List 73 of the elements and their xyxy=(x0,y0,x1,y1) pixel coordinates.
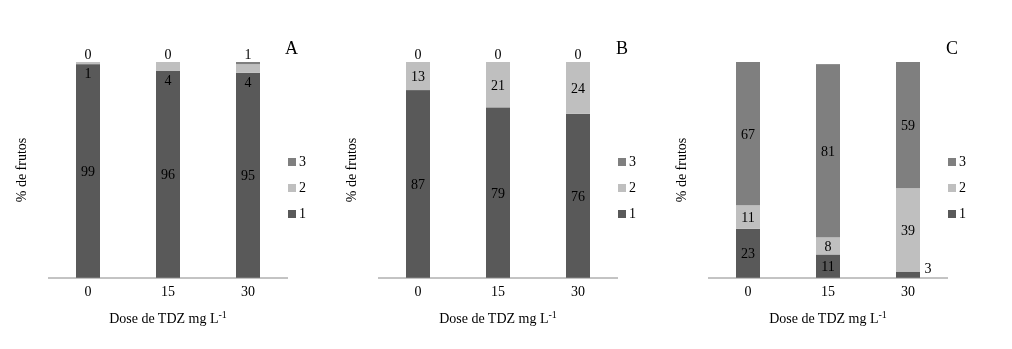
x-tick-label: 15 xyxy=(491,283,505,299)
bar xyxy=(76,64,100,278)
bar xyxy=(566,113,590,278)
y-axis-title: % de frutos xyxy=(674,137,689,203)
data-label: 81 xyxy=(821,143,835,159)
data-label: 76 xyxy=(571,188,585,204)
bar xyxy=(736,205,760,229)
legend-label: 1 xyxy=(629,206,636,222)
legend-label: 3 xyxy=(299,154,306,170)
data-label: 96 xyxy=(161,167,175,183)
bar xyxy=(486,107,510,278)
bar xyxy=(236,64,260,73)
x-tick-label: 0 xyxy=(414,283,422,299)
bar xyxy=(236,72,260,278)
x-axis-title: Dose de TDZ mg L$^{-1}$ xyxy=(109,308,227,326)
bar xyxy=(406,90,430,278)
x-axis-title: Dose de TDZ mg L$^{-1}$ xyxy=(439,308,557,326)
bar xyxy=(406,62,430,91)
x-tick-label: 15 xyxy=(161,283,175,299)
legend-label: 3 xyxy=(629,154,636,170)
legend-label: 3 xyxy=(959,154,966,170)
data-label: 0 xyxy=(574,47,582,62)
x-tick-label: 30 xyxy=(241,283,255,299)
bar xyxy=(156,62,180,71)
data-label: 39 xyxy=(901,222,915,238)
data-label: 67 xyxy=(741,126,755,142)
y-axis-title: % de frutos xyxy=(344,137,359,203)
legend-label: 1 xyxy=(959,206,966,222)
data-label: 4 xyxy=(164,72,172,88)
x-axis-title: Dose de TDZ mg L$^{-1}$ xyxy=(769,308,887,326)
data-label: 87 xyxy=(411,177,425,193)
bar xyxy=(236,62,260,65)
bar xyxy=(76,62,100,65)
data-label: 23 xyxy=(741,246,755,262)
chart-title: B xyxy=(615,38,628,59)
data-label: 79 xyxy=(491,185,505,201)
data-label: 59 xyxy=(901,118,915,134)
bar xyxy=(486,62,510,108)
bar xyxy=(156,70,180,278)
bar xyxy=(816,64,840,238)
data-label: 0 xyxy=(494,47,502,62)
chart-title: C xyxy=(945,38,958,59)
data-label: 8 xyxy=(824,238,832,254)
x-tick-label: 0 xyxy=(744,283,752,299)
data-label: 13 xyxy=(411,69,425,85)
data-label: 4 xyxy=(244,74,252,90)
data-label: 0 xyxy=(164,47,172,62)
x-tick-label: 0 xyxy=(84,283,92,299)
bar xyxy=(736,228,760,278)
data-label: 24 xyxy=(571,80,585,96)
data-label: 1 xyxy=(244,47,252,62)
bar xyxy=(896,188,920,272)
y-axis-title: % de frutos xyxy=(14,137,29,203)
bar xyxy=(566,62,590,114)
legend-label: 1 xyxy=(299,206,306,222)
data-label: 0 xyxy=(414,47,422,62)
data-label: 0 xyxy=(84,47,92,62)
data-label: 3 xyxy=(924,260,932,276)
data-label: 95 xyxy=(241,168,255,184)
x-tick-label: 30 xyxy=(901,283,915,299)
bar xyxy=(736,62,760,206)
data-label: 21 xyxy=(491,77,505,93)
data-label: 1 xyxy=(84,66,92,82)
data-label: 11 xyxy=(821,259,835,275)
legend-label: 2 xyxy=(959,180,966,196)
x-tick-label: 30 xyxy=(571,283,585,299)
legend-label: 2 xyxy=(629,180,636,196)
x-tick-label: 15 xyxy=(821,283,835,299)
data-label: 11 xyxy=(741,210,755,226)
legend-label: 2 xyxy=(299,180,306,196)
chart-title: A xyxy=(285,38,298,59)
bar xyxy=(896,62,920,189)
data-label: 99 xyxy=(81,164,95,180)
